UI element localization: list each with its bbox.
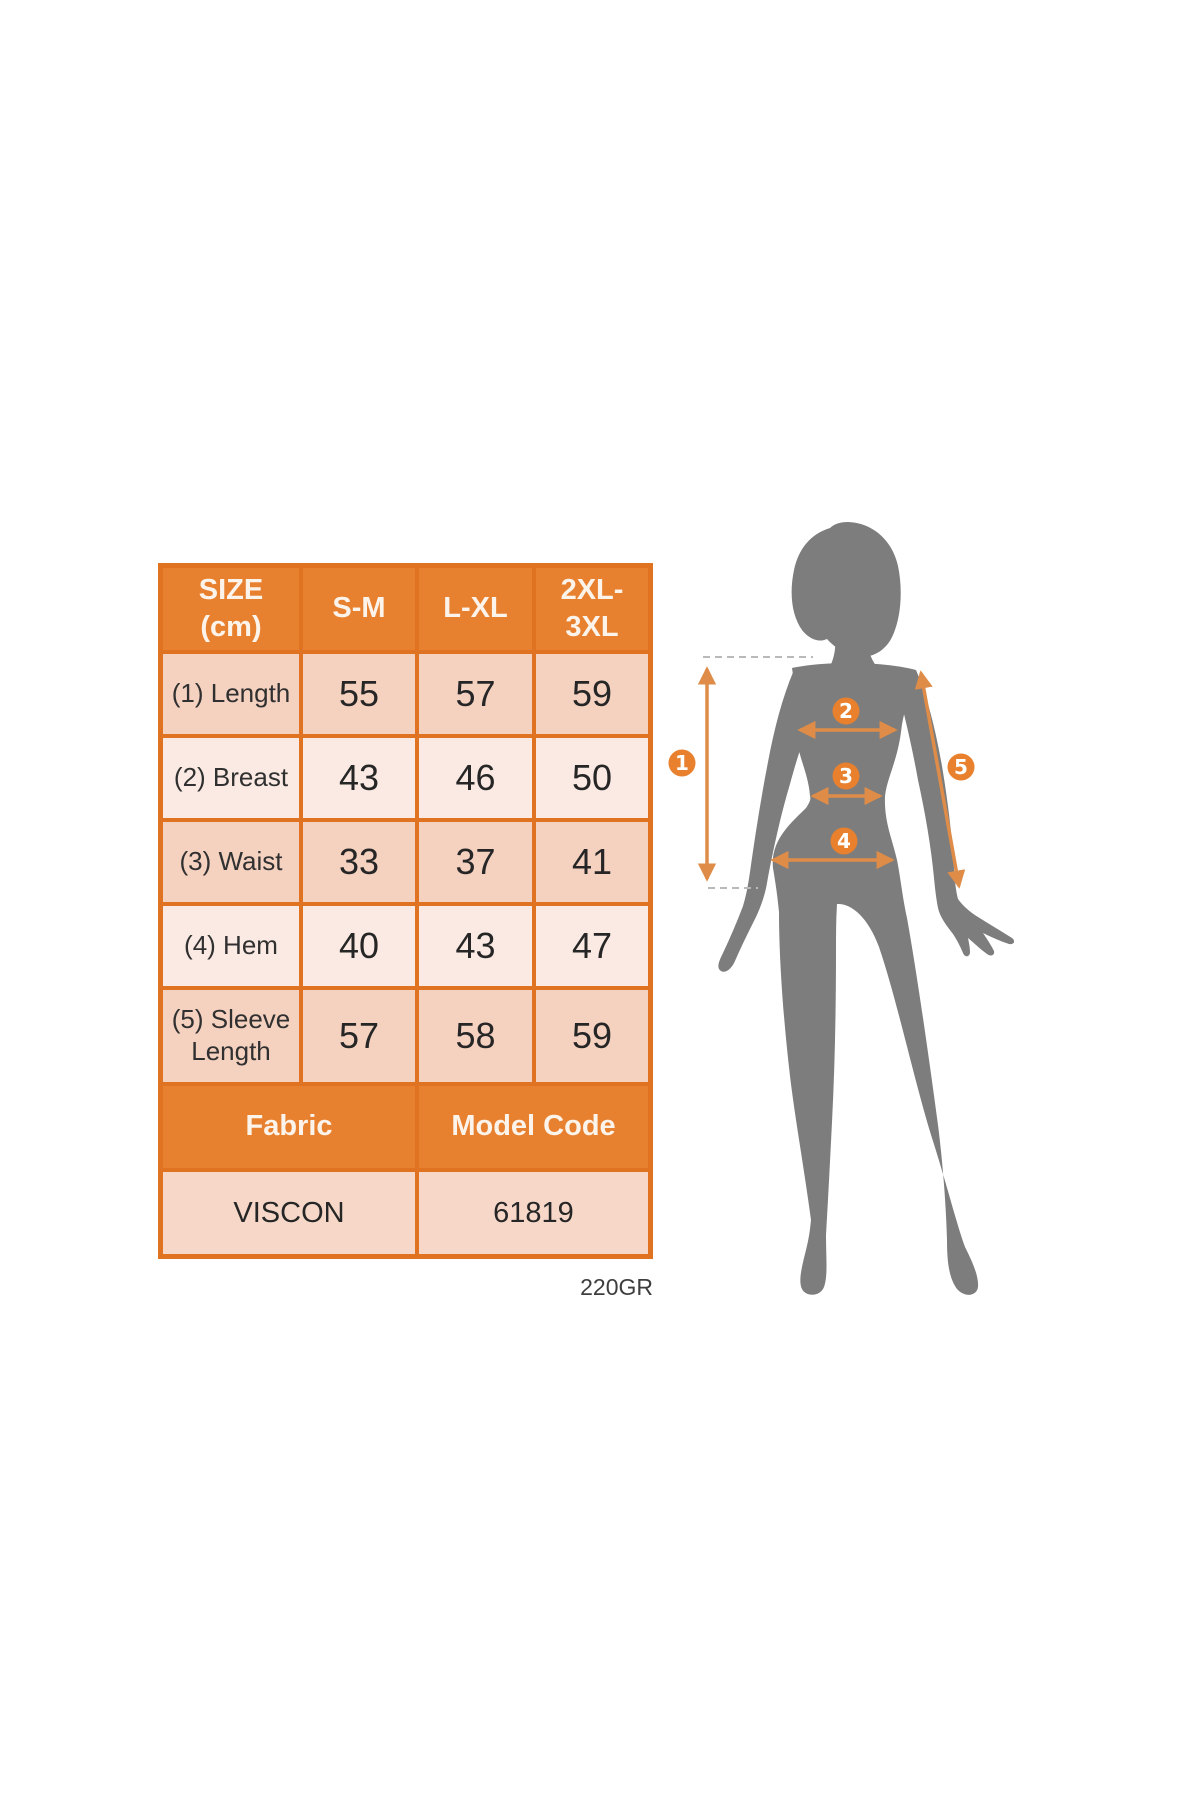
female-silhouette (718, 522, 1015, 1295)
fabric-value-cell: VISCON (163, 1172, 415, 1254)
marker-3-circle (832, 762, 860, 790)
value-hem-l-xl: 43 (419, 906, 532, 986)
fabric-header-cell: Fabric (163, 1086, 415, 1168)
value-sleeve-2xl-3xl: 59 (536, 990, 648, 1082)
row-label-breast: (2) Breast (163, 738, 299, 818)
value-length-l-xl: 57 (419, 654, 532, 734)
row-label-sleeve-length: (5) Sleeve Length (163, 990, 299, 1082)
value-sleeve-s-m: 57 (303, 990, 415, 1082)
col-header-2xl-3xl: 2XL-3XL (536, 568, 648, 650)
marker-5-circle (947, 753, 975, 781)
row-label-length: (1) Length (163, 654, 299, 734)
marker-2-label: 2 (839, 699, 853, 723)
col-header-l-xl: L-XL (419, 568, 532, 650)
col-header-s-m: S-M (303, 568, 415, 650)
marker-1-label: 1 (675, 751, 689, 775)
sleeve-arrow (914, 670, 966, 889)
marker-4-circle (830, 827, 858, 855)
silhouette-left-arm (718, 670, 808, 972)
marker-3-label: 3 (839, 764, 853, 788)
value-breast-l-xl: 46 (419, 738, 532, 818)
silhouette-head (791, 522, 901, 657)
marker-2-circle (832, 697, 860, 725)
value-breast-2xl-3xl: 50 (536, 738, 648, 818)
marker-1-circle (668, 749, 696, 777)
value-waist-s-m: 33 (303, 822, 415, 902)
body-figure-svg: 1 2 3 4 5 (668, 522, 1015, 1295)
silhouette-torso-legs (772, 662, 979, 1295)
value-hem-2xl-3xl: 47 (536, 906, 648, 986)
silhouette-neck (827, 630, 881, 672)
size-unit-header-cell: SIZE (cm) (163, 568, 299, 650)
value-waist-2xl-3xl: 41 (536, 822, 648, 902)
value-length-2xl-3xl: 59 (536, 654, 648, 734)
row-label-hem: (4) Hem (163, 906, 299, 986)
model-code-value-cell: 61819 (419, 1172, 648, 1254)
value-length-s-m: 55 (303, 654, 415, 734)
row-label-waist: (3) Waist (163, 822, 299, 902)
size-chart-table: SIZE (cm) S-M L-XL 2XL-3XL (1) Length 55… (158, 563, 653, 1259)
value-waist-l-xl: 37 (419, 822, 532, 902)
value-sleeve-l-xl: 58 (419, 990, 532, 1082)
value-breast-s-m: 43 (303, 738, 415, 818)
value-hem-s-m: 40 (303, 906, 415, 986)
body-measurement-figure: 1 2 3 4 5 (580, 440, 1030, 1320)
marker-4-label: 4 (837, 829, 851, 853)
weight-note: 220GR (580, 1274, 653, 1300)
marker-5-label: 5 (954, 755, 968, 779)
silhouette-right-arm (902, 670, 1015, 957)
measurement-markers: 1 2 3 4 5 (668, 697, 975, 855)
model-code-header-cell: Model Code (419, 1086, 648, 1168)
measurement-arrows (697, 666, 966, 889)
